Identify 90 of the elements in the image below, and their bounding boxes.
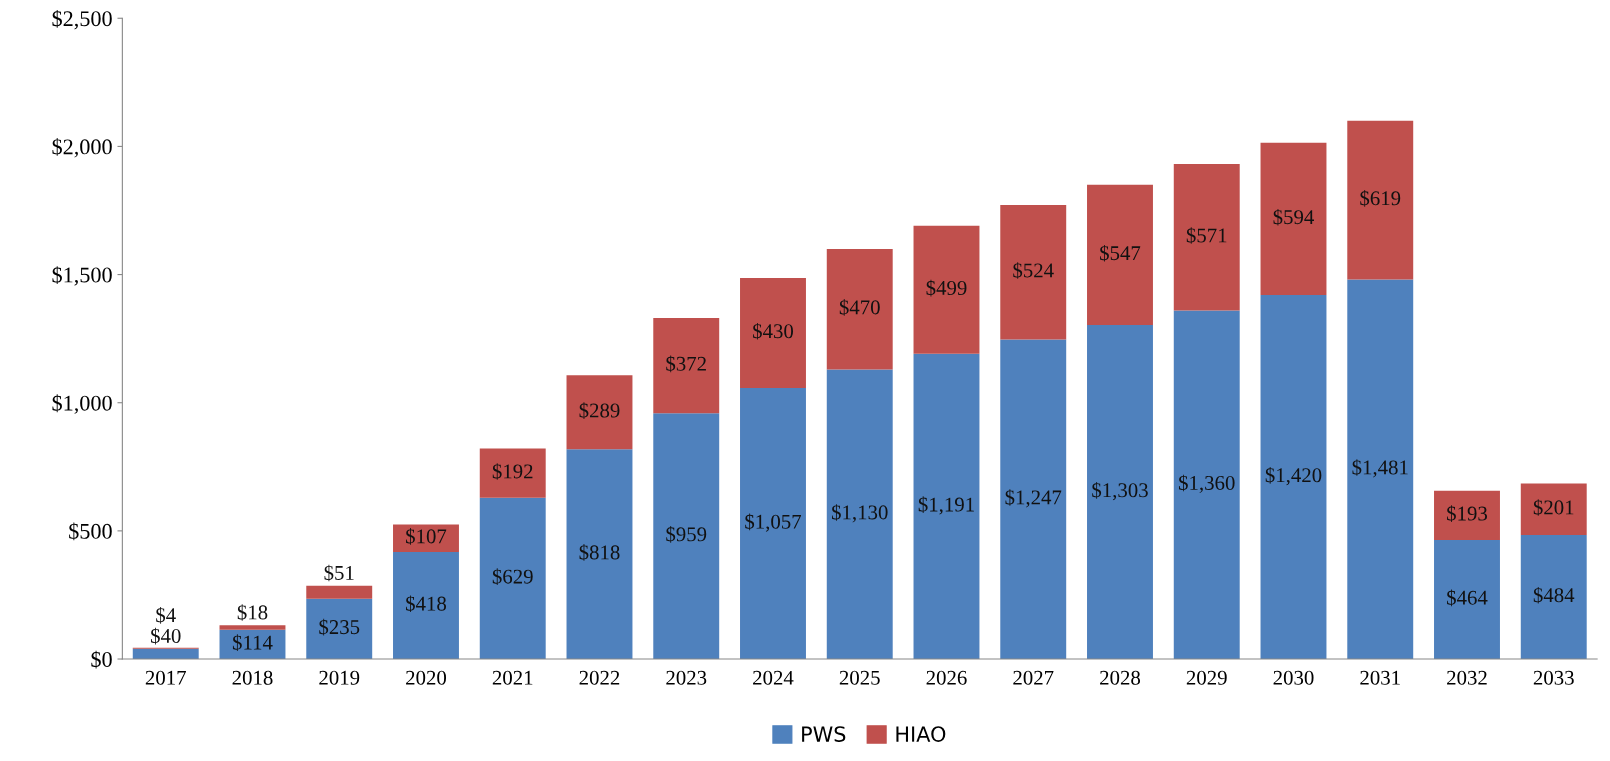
x-tick-label: 2027 <box>1013 670 1054 685</box>
bar <box>566 449 633 660</box>
data-label: $418 <box>406 595 447 613</box>
bar <box>1434 540 1500 660</box>
bar <box>306 598 373 660</box>
x-tick-label: 2023 <box>666 670 707 685</box>
legend-label: HIAO <box>896 726 946 742</box>
y-tick-label: $2,500 <box>52 9 112 30</box>
bar <box>1347 279 1414 660</box>
x-tick-label: 2032 <box>1447 670 1487 685</box>
legend-label: PWS <box>802 726 846 742</box>
data-label: $18 <box>237 604 268 621</box>
data-label: $484 <box>1533 586 1575 604</box>
data-label: $1,191 <box>918 496 974 515</box>
data-label: $1,303 <box>1092 481 1148 501</box>
data-label: $1,130 <box>831 504 888 523</box>
data-label: $201 <box>1533 499 1574 516</box>
data-label: $818 <box>579 544 620 561</box>
data-label: $289 <box>579 402 620 419</box>
bar <box>1173 164 1240 311</box>
bar <box>1260 295 1327 660</box>
data-label: $464 <box>1447 589 1488 607</box>
x-tick-label: 2021 <box>492 670 533 685</box>
data-label: $4 <box>156 606 176 624</box>
y-tick-label: $1,500 <box>52 266 112 286</box>
x-tick-label: 2022 <box>579 670 620 685</box>
x-tick-label: 2019 <box>319 670 360 685</box>
data-label: $430 <box>753 322 794 340</box>
data-label: $107 <box>406 528 447 545</box>
x-tick-label: 2033 <box>1533 670 1574 685</box>
bar <box>1087 184 1153 326</box>
bar <box>653 317 720 414</box>
data-label: $192 <box>492 463 533 480</box>
bar <box>1087 325 1153 660</box>
data-label: $629 <box>492 568 533 586</box>
x-tick-label: 2030 <box>1273 670 1314 685</box>
bar <box>1434 490 1500 541</box>
data-label: $524 <box>1013 262 1054 279</box>
data-label: $372 <box>666 355 706 373</box>
x-tick-label: 2028 <box>1100 670 1141 685</box>
x-tick-label: 2018 <box>232 670 273 685</box>
bar <box>566 375 633 450</box>
data-label: $959 <box>666 526 707 543</box>
data-label: $51 <box>324 564 354 582</box>
data-label: $1,247 <box>1005 489 1062 508</box>
x-tick-label: 2026 <box>926 670 967 685</box>
bar <box>1000 205 1067 340</box>
bar <box>826 248 893 370</box>
data-label: $1,420 <box>1265 466 1322 486</box>
data-label: $594 <box>1273 208 1314 226</box>
data-label: $193 <box>1447 505 1488 522</box>
bar <box>826 369 893 660</box>
bar <box>479 497 546 660</box>
bar <box>653 413 720 660</box>
bar <box>1260 142 1327 296</box>
bar <box>913 225 980 354</box>
data-label: $547 <box>1100 244 1141 262</box>
bar <box>1173 310 1240 660</box>
data-label: $40 <box>151 627 181 645</box>
x-tick-label: 2025 <box>839 670 880 685</box>
data-label: $1,481 <box>1352 459 1408 478</box>
data-label: $114 <box>232 634 273 652</box>
bar <box>1347 120 1414 280</box>
y-tick-label: $500 <box>69 522 112 541</box>
data-label: $470 <box>839 299 880 316</box>
y-tick-label: $1,000 <box>52 394 112 414</box>
bar <box>913 353 980 660</box>
data-label: $235 <box>319 618 360 636</box>
bar <box>1000 339 1067 660</box>
data-label: $1,360 <box>1178 474 1235 493</box>
data-label: $499 <box>926 279 967 297</box>
bar <box>740 388 806 660</box>
x-tick-label: 2020 <box>406 670 447 685</box>
bar <box>393 524 459 552</box>
x-tick-label: 2029 <box>1186 670 1227 685</box>
data-label: $571 <box>1186 227 1227 244</box>
x-tick-label: 2031 <box>1360 670 1400 685</box>
bar <box>1520 483 1587 535</box>
bar <box>479 448 546 498</box>
y-tick-label: $0 <box>91 650 112 669</box>
x-tick-label: 2024 <box>753 670 794 685</box>
bar <box>1520 534 1587 660</box>
data-label: $619 <box>1360 190 1401 207</box>
data-label: $1,057 <box>745 513 802 532</box>
bar <box>306 585 373 599</box>
bar <box>740 277 806 389</box>
bar <box>393 551 459 660</box>
bar <box>219 625 286 630</box>
x-tick-label: 2017 <box>145 670 186 685</box>
y-tick-label: $2,000 <box>52 138 112 158</box>
